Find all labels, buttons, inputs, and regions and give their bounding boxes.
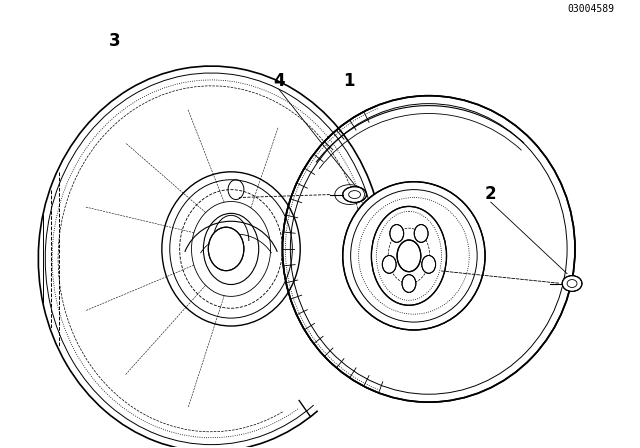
- Text: 03004589: 03004589: [567, 4, 614, 13]
- Text: 2: 2: [485, 185, 497, 203]
- Text: 3: 3: [109, 32, 120, 51]
- Ellipse shape: [402, 275, 416, 293]
- Ellipse shape: [343, 187, 367, 202]
- Ellipse shape: [390, 224, 404, 242]
- Text: 4: 4: [273, 72, 285, 90]
- Ellipse shape: [343, 182, 485, 330]
- Ellipse shape: [208, 227, 244, 271]
- Ellipse shape: [414, 224, 428, 242]
- Text: 1: 1: [342, 72, 354, 90]
- Ellipse shape: [562, 276, 582, 292]
- Ellipse shape: [382, 255, 396, 273]
- Ellipse shape: [371, 207, 447, 305]
- Ellipse shape: [397, 240, 421, 271]
- Ellipse shape: [422, 255, 436, 273]
- Ellipse shape: [282, 96, 575, 402]
